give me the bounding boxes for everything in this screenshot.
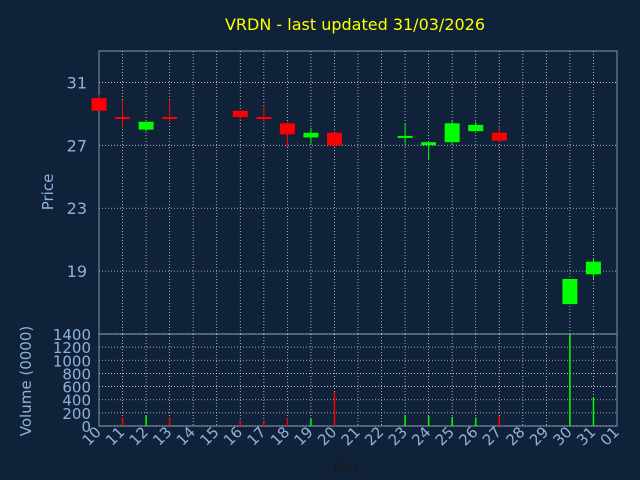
- volume-bar: [451, 416, 453, 426]
- x-axis: 1011121314151617181920212223242526272829…: [79, 423, 623, 449]
- x-tick-label: 28: [502, 423, 528, 449]
- volume-bar: [263, 421, 265, 426]
- x-tick-label: 17: [243, 423, 269, 449]
- candle-body: [585, 261, 601, 275]
- price-panel: 19 23 27 31: [67, 50, 618, 335]
- candle-body: [397, 135, 413, 138]
- volume-bar: [427, 416, 430, 426]
- volume-bar: [168, 417, 171, 426]
- volume-tick-label: 600: [62, 379, 91, 397]
- candle-body: [279, 123, 295, 135]
- x-tick-label: 26: [455, 423, 481, 449]
- volume-bar: [310, 418, 312, 426]
- x-tick-label: 24: [408, 423, 434, 449]
- x-tick-label: 31: [573, 423, 599, 449]
- volume-tick-label: 200: [62, 405, 91, 423]
- candle-body: [232, 110, 248, 118]
- x-tick-label: 21: [338, 423, 364, 449]
- x-tick-label: 27: [479, 423, 505, 449]
- volume-bar: [498, 416, 501, 426]
- volume-bar: [145, 415, 147, 426]
- volume-tick-label: 800: [62, 365, 91, 383]
- x-tick-label: 25: [432, 423, 458, 449]
- x-tick-label: 11: [102, 423, 128, 449]
- price-tick-label: 19: [67, 262, 87, 281]
- volume-bar: [239, 420, 242, 426]
- candle-body: [138, 121, 154, 130]
- x-tick-label: 12: [126, 423, 152, 449]
- volume-axis-label: Volume (0000): [17, 326, 35, 436]
- x-axis-label: Day: [333, 459, 361, 475]
- candle-body: [115, 117, 131, 120]
- price-tick-label: 31: [67, 73, 87, 92]
- chart-title: VRDN - last updated 31/03/2026: [225, 15, 485, 34]
- candle-body: [162, 117, 178, 120]
- x-tick-label: 23: [385, 423, 411, 449]
- price-tick-label: 27: [67, 136, 87, 155]
- price-tick-label: 23: [67, 199, 87, 218]
- candle-body: [468, 124, 484, 132]
- candle-body: [421, 142, 437, 146]
- candle-body: [562, 278, 578, 305]
- volume-bar: [333, 391, 336, 426]
- volume-tick-label: 1400: [53, 326, 91, 344]
- volume-bar: [474, 417, 477, 426]
- x-tick-label: 19: [291, 423, 317, 449]
- volume-bar: [592, 397, 595, 426]
- x-tick-label: 01: [597, 423, 623, 449]
- volume-bar: [569, 334, 571, 426]
- candle-body: [91, 98, 107, 111]
- volume-tick-label: 1000: [53, 352, 91, 370]
- x-tick-label: 18: [267, 423, 293, 449]
- candle-body: [326, 132, 342, 146]
- x-tick-label: 22: [361, 423, 387, 449]
- volume-bar: [121, 417, 124, 426]
- volume-bar: [404, 414, 406, 426]
- candle-body: [491, 132, 507, 141]
- price-axis-label: Price: [39, 174, 57, 211]
- x-tick-label: 13: [149, 423, 175, 449]
- volume-tick-label: 1200: [53, 339, 91, 357]
- x-tick-label: 30: [550, 423, 576, 449]
- x-tick-label: 15: [196, 423, 222, 449]
- x-tick-label: 16: [220, 423, 246, 449]
- candle-body: [444, 123, 460, 143]
- volume-tick-label: 0: [81, 418, 91, 436]
- candle-body: [256, 117, 272, 120]
- x-tick-label: 29: [526, 423, 552, 449]
- x-tick-label: 14: [173, 423, 199, 449]
- volume-tick-label: 400: [62, 392, 91, 410]
- volume-bar: [286, 418, 289, 426]
- candle-body: [303, 132, 319, 138]
- x-tick-label: 20: [314, 423, 340, 449]
